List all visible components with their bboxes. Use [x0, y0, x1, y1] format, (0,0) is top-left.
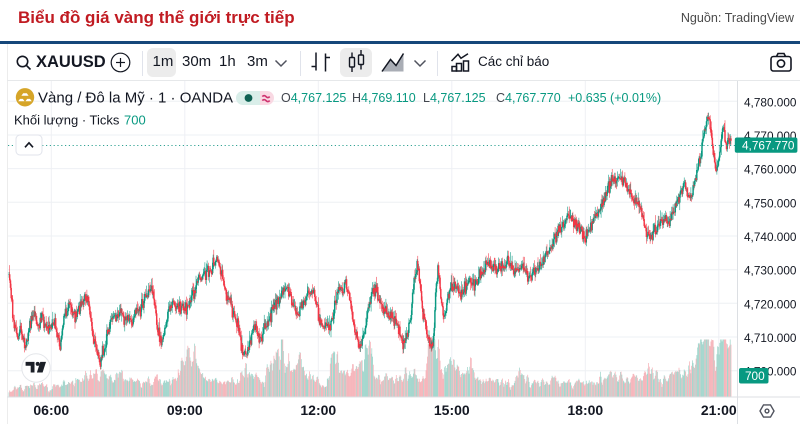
svg-text:12:00: 12:00: [300, 402, 336, 418]
svg-text:700: 700: [745, 369, 765, 383]
svg-text:4,710.000: 4,710.000: [744, 331, 797, 345]
svg-text:4,730.000: 4,730.000: [744, 264, 797, 278]
svg-text:21:00: 21:00: [701, 402, 737, 418]
svg-text:4,750.000: 4,750.000: [744, 196, 797, 210]
svg-text:Khối lượng · Ticks: Khối lượng · Ticks: [14, 112, 120, 127]
svg-text:18:00: 18:00: [567, 402, 603, 418]
svg-text:09:00: 09:00: [167, 402, 203, 418]
svg-text:4,760.000: 4,760.000: [744, 163, 797, 177]
svg-text:700: 700: [124, 112, 146, 127]
svg-text:4,720.000: 4,720.000: [744, 297, 797, 311]
svg-text:06:00: 06:00: [33, 402, 69, 418]
svg-text:4,740.000: 4,740.000: [744, 230, 797, 244]
svg-text:15:00: 15:00: [434, 402, 470, 418]
svg-text:Vàng / Đô la Mỹ · 1 · OANDA: Vàng / Đô la Mỹ · 1 · OANDA: [38, 90, 233, 107]
svg-text:4,780.000: 4,780.000: [744, 95, 797, 109]
svg-text:4,767.770: 4,767.770: [742, 139, 795, 153]
